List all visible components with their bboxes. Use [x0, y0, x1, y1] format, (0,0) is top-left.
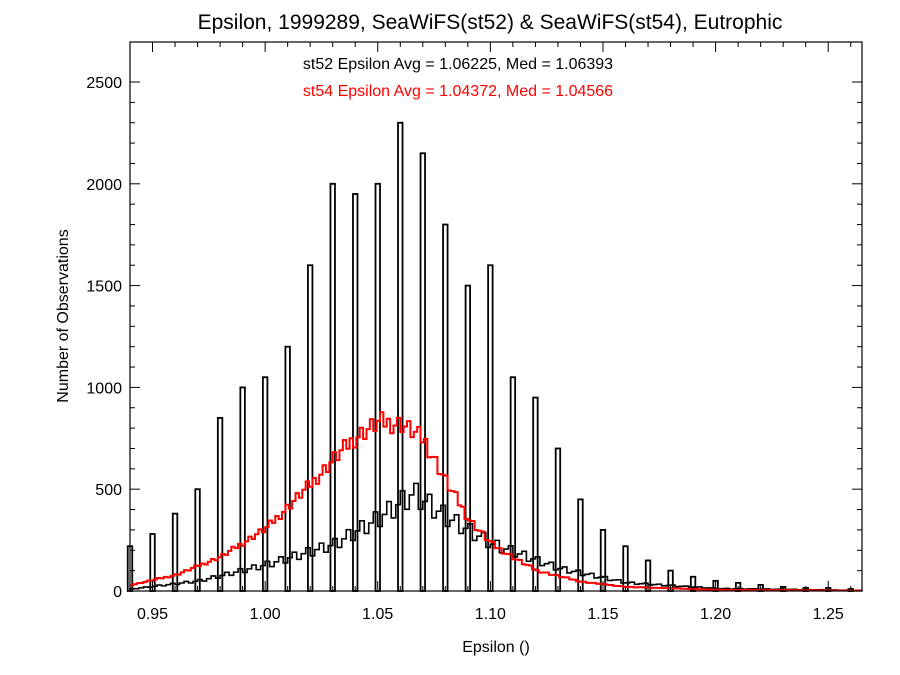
st52-spike-6: [261, 376, 269, 592]
st52-spike-5: [239, 386, 246, 592]
st52-spike-8: [307, 264, 314, 592]
st52-spike-18: [532, 396, 539, 592]
st52-spike-12: [397, 121, 404, 592]
st52-spike-2: [171, 512, 179, 592]
series-st54-line: [130, 411, 862, 592]
annotation-st54: st54 Epsilon Avg = 1.04372, Med = 1.0456…: [303, 83, 613, 100]
st52-spike-14: [442, 223, 449, 592]
chart-title: Epsilon, 1999289, SeaWiFS(st52) & SeaWiF…: [198, 11, 783, 34]
plot-frame: [129, 41, 863, 592]
st52-spike-20: [577, 498, 584, 592]
x-tick-label-5: 1.20: [700, 606, 731, 623]
x-tick-label-6: 1.25: [813, 606, 844, 623]
x-tick-label-2: 1.05: [362, 606, 393, 623]
y-tick-label-1: 500: [95, 482, 122, 499]
y-tick-label-5: 2500: [86, 75, 122, 92]
st52-spike-4: [216, 417, 224, 592]
st52-spike-7: [284, 345, 291, 592]
st52-spike-13: [419, 152, 426, 592]
x-axis-label: Epsilon (): [462, 639, 530, 656]
st52-spike-22: [622, 545, 629, 592]
x-tick-label-4: 1.15: [587, 606, 618, 623]
x-tick-label-1: 1.00: [250, 606, 281, 623]
series-st52-bars: [126, 121, 863, 592]
y-tick-label-0: 0: [113, 584, 122, 601]
y-tick-label-3: 1500: [86, 279, 122, 296]
y-tick-label-4: 2000: [86, 177, 122, 194]
st52-spike-9: [329, 182, 336, 592]
y-tick-label-2: 1000: [86, 380, 122, 397]
x-tick-label-0: 0.95: [137, 606, 168, 623]
st52-spike-11: [374, 182, 381, 592]
x-axis: 0.95 1.00 1.05 1.10 1.15 1.20 1.25: [129, 42, 852, 623]
series-st52-background: [129, 482, 863, 592]
x-tick-label-3: 1.10: [475, 606, 506, 623]
y-axis: 0 500 1000 1500 2000 2500: [86, 75, 862, 601]
st52-spike-15: [464, 284, 471, 592]
y-axis-label: Number of Observations: [55, 229, 72, 402]
st52-spike-3: [194, 488, 201, 592]
annotation-st52: st52 Epsilon Avg = 1.06225, Med = 1.0639…: [303, 56, 613, 73]
